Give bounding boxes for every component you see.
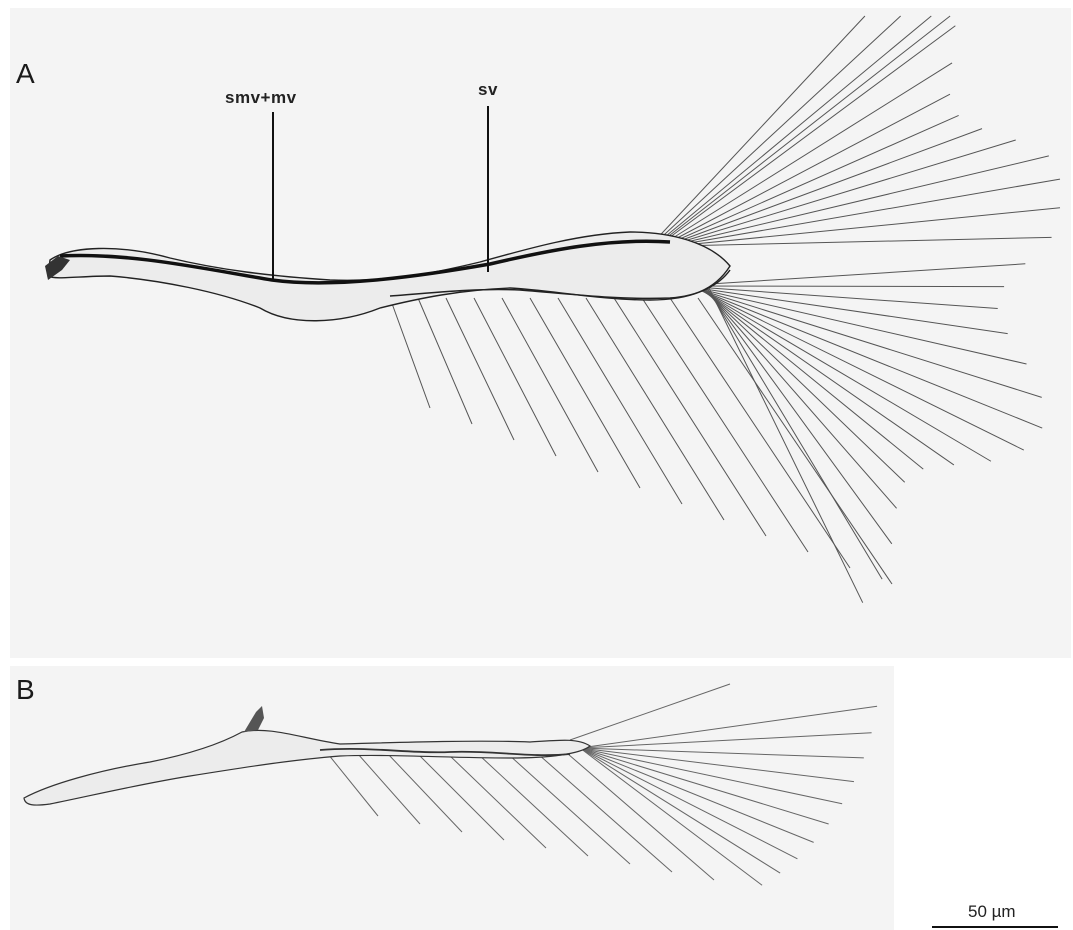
wing-b-body <box>23 729 592 806</box>
wing-a-illustration <box>45 15 1061 603</box>
wing-a-seta <box>701 285 897 509</box>
wing-a-seta <box>659 62 953 247</box>
wing-a-seta <box>703 285 893 545</box>
wing-a-seta <box>663 114 959 247</box>
wing-a-seta <box>687 285 1042 398</box>
wing-b-seta <box>579 747 763 886</box>
wing-b-seta <box>579 747 843 805</box>
wing-a-seta <box>693 285 992 462</box>
wing-a-seta <box>685 285 1027 365</box>
wing-b-illustration <box>23 683 878 886</box>
wing-b-seta <box>579 732 872 749</box>
wing-b-seta <box>387 753 463 833</box>
wing-a-seta <box>669 297 851 569</box>
wing-a-seta <box>677 263 1026 287</box>
scale-bar-label: 50 µm <box>968 902 1016 921</box>
wing-b-lower-margin <box>319 747 571 757</box>
wing-b-setae <box>327 683 878 886</box>
wing-b-seta <box>417 753 505 841</box>
wing-b-seta <box>579 747 814 843</box>
wing-b-seta <box>579 747 855 783</box>
wing-b-seta <box>537 753 673 873</box>
wing-a-seta <box>655 15 951 247</box>
wing-b-seta <box>569 683 731 741</box>
wing-a-seta <box>669 155 1049 247</box>
wing-a-seta <box>653 15 932 247</box>
wing-a-seta <box>649 15 866 247</box>
wing-a-seta <box>705 285 883 580</box>
wing-a-seta <box>665 128 983 247</box>
wing-b-seta <box>477 753 589 857</box>
wing-b-seta <box>579 705 878 749</box>
wing-b-stigma <box>244 706 264 732</box>
wing-b-seta <box>579 747 864 759</box>
wing-a-seta <box>585 297 725 521</box>
wing-a-seta <box>501 297 599 473</box>
wing-a-seta <box>641 297 809 553</box>
wing-a-seta <box>445 297 515 441</box>
wing-a-seta <box>675 236 1052 247</box>
wing-a-seta <box>651 15 901 247</box>
sv-leader-line <box>487 106 489 272</box>
wing-b-seta <box>579 747 781 874</box>
smv-mv-label: smv+mv <box>225 88 297 107</box>
wing-b-seta <box>447 753 547 849</box>
panel-b-micrograph: B <box>10 666 894 930</box>
wing-a-setae <box>389 15 1061 603</box>
scale-bar <box>932 926 1058 928</box>
wing-a-seta <box>697 285 924 470</box>
wing-a-seta <box>529 297 641 489</box>
panel-letter-a: A <box>16 58 35 89</box>
wing-a-seta <box>667 139 1016 247</box>
wing-a-seta <box>613 297 767 537</box>
panel-a-micrograph: A smv+mv sv <box>10 8 1071 658</box>
wing-a-seta <box>557 297 683 505</box>
sv-label: sv <box>478 80 498 99</box>
wing-b-seta <box>579 747 798 860</box>
wing-a-seta <box>679 285 1005 288</box>
wing-a-seta <box>417 297 473 425</box>
wing-a-lower-margin <box>389 269 731 300</box>
wing-b-seta <box>357 753 421 825</box>
wing-a-seta <box>689 285 1043 429</box>
wing-a-seta <box>673 207 1061 247</box>
wing-a-seta <box>473 297 557 457</box>
wing-b-seta <box>327 753 379 817</box>
wing-a-seta <box>681 285 998 309</box>
wing-a-vein <box>59 239 671 285</box>
wing-b-seta <box>579 747 829 825</box>
wing-a-seta <box>697 297 893 585</box>
wing-a-base <box>45 256 70 280</box>
wing-a-seta <box>707 285 864 603</box>
smv-mv-leader-line <box>272 112 274 280</box>
wing-a-seta <box>699 285 906 483</box>
panel-letter-b: B <box>16 674 35 705</box>
wing-a-seta <box>671 178 1061 247</box>
wing-a-seta <box>389 297 431 409</box>
wing-a-seta <box>691 285 1025 451</box>
wing-a-seta <box>661 93 951 247</box>
wing-a-seta <box>657 25 956 247</box>
wing-a-seta <box>695 285 955 466</box>
wing-a-seta <box>683 285 1008 335</box>
wing-a-body <box>47 231 731 322</box>
wing-b-seta <box>507 753 631 865</box>
wing-b-seta <box>567 753 715 881</box>
